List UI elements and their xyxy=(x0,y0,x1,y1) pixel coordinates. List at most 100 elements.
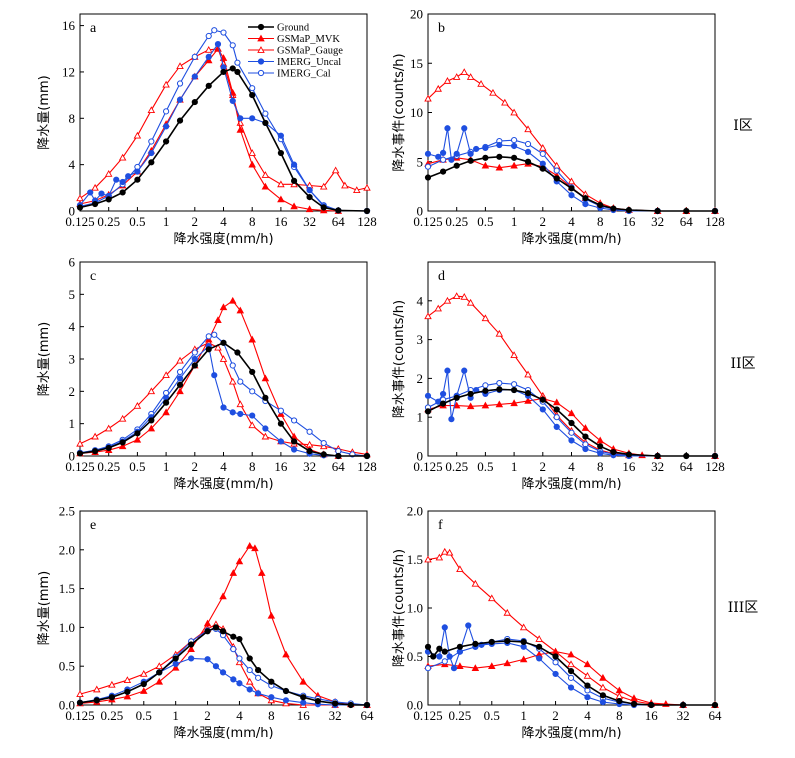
data-point xyxy=(155,662,164,670)
data-point xyxy=(648,701,655,709)
data-point xyxy=(436,645,443,652)
region-label: III区 xyxy=(728,600,759,616)
data-point xyxy=(251,544,259,552)
data-point xyxy=(683,207,690,215)
legend-marker xyxy=(257,69,265,77)
data-point xyxy=(176,375,184,382)
data-point xyxy=(229,65,236,72)
data-point xyxy=(711,452,719,460)
data-point xyxy=(467,390,474,398)
data-point xyxy=(461,125,468,132)
data-point xyxy=(552,670,559,678)
x-tick-label: 0.125 xyxy=(65,708,94,723)
x-tick-label: 4 xyxy=(220,214,227,229)
data-point xyxy=(236,400,245,408)
data-point xyxy=(76,690,84,697)
data-point xyxy=(553,175,560,182)
chart-panel-c: 0.125 0.25 0.5 1 2 4 8 16 32 64 128 0 1 2 3 4 5 6 降水强度(mm/… xyxy=(37,255,377,493)
data-point xyxy=(568,437,575,444)
x-tick-label: 128 xyxy=(357,214,377,229)
data-point xyxy=(597,443,604,450)
data-point xyxy=(467,157,474,164)
data-point xyxy=(229,97,236,105)
x-tick-label: 0.25 xyxy=(445,214,468,229)
data-point xyxy=(188,655,195,662)
data-point xyxy=(584,682,591,689)
chart-panel-a: 0.125 0.25 0.5 1 2 4 8 16 32 64 1280481216降水强度(mm/… xyxy=(37,13,377,247)
data-point xyxy=(104,424,113,432)
x-axis-label: 降水强度(mm/h) xyxy=(173,476,273,492)
data-point xyxy=(134,176,141,183)
data-point xyxy=(119,178,126,186)
x-tick-label: 1 xyxy=(520,708,527,723)
data-point xyxy=(584,694,591,701)
x-tick-label: 2 xyxy=(204,708,211,723)
data-point xyxy=(236,655,243,662)
data-point xyxy=(467,150,474,157)
data-point xyxy=(204,628,211,635)
x-tick-label: 8 xyxy=(597,459,604,474)
data-point xyxy=(488,594,496,602)
data-point xyxy=(118,153,127,161)
data-point xyxy=(187,645,195,652)
data-point xyxy=(539,160,546,167)
data-point xyxy=(331,166,340,174)
data-point xyxy=(119,189,126,196)
data-point xyxy=(481,314,490,322)
data-point xyxy=(163,108,170,115)
legend-label: GSMaP_Gauge xyxy=(277,46,343,57)
x-tick-label: 4 xyxy=(568,459,575,474)
data-point xyxy=(424,150,432,157)
data-point xyxy=(306,428,313,435)
data-point xyxy=(219,669,227,676)
series-line xyxy=(79,545,368,706)
data-point xyxy=(248,160,256,168)
data-point xyxy=(654,207,661,215)
data-point xyxy=(615,686,624,694)
panel-letter: b xyxy=(438,21,445,36)
legend: GroundGSMaP_MVKGSMaP_GaugeIMERG_UncalIME… xyxy=(248,23,343,80)
y-tick-label: 1.5 xyxy=(407,552,423,567)
data-point xyxy=(444,125,451,132)
data-point xyxy=(524,390,532,397)
x-tick-label: 1 xyxy=(511,459,518,474)
x-tick-label: 0.5 xyxy=(477,214,493,229)
x-tick-label: 0.25 xyxy=(101,708,124,723)
data-point xyxy=(125,173,132,180)
data-point xyxy=(567,667,575,675)
chart-panel-e: 0.125 0.25 0.5 1 2 4 8 16 32 64 0.0 0.5 1.0 1.5 2.0 2.5… xyxy=(37,504,374,742)
x-tick-label: 2 xyxy=(540,459,547,474)
y-tick-label: 0.5 xyxy=(407,649,423,664)
x-tick-label: 128 xyxy=(705,214,725,229)
data-point xyxy=(503,659,512,667)
data-point xyxy=(133,435,142,443)
data-point xyxy=(204,56,213,64)
panel-letter: f xyxy=(438,518,443,533)
data-point xyxy=(212,624,220,631)
series-Ground xyxy=(76,339,371,460)
x-tick-label: 0.25 xyxy=(445,459,468,474)
data-point xyxy=(87,189,94,196)
data-point xyxy=(482,382,489,389)
data-point xyxy=(211,331,218,338)
x-tick-label: 0.125 xyxy=(413,708,442,723)
data-point xyxy=(176,62,184,69)
y-tick-label: 0.0 xyxy=(59,698,75,713)
y-tick-label: 6 xyxy=(69,255,76,270)
data-point xyxy=(245,541,254,549)
data-point xyxy=(290,161,298,168)
data-point xyxy=(300,699,307,706)
data-point xyxy=(616,698,623,705)
data-point xyxy=(424,665,432,672)
data-point xyxy=(277,149,284,157)
x-tick-label: 64 xyxy=(680,459,694,474)
x-tick-label: 0.5 xyxy=(136,708,152,723)
data-point xyxy=(439,400,447,407)
data-point xyxy=(519,623,528,631)
panel-letter: d xyxy=(438,269,445,284)
data-point xyxy=(436,653,443,660)
data-point xyxy=(610,205,617,212)
data-point xyxy=(610,449,617,456)
region-label-II: II区 xyxy=(730,356,755,372)
data-point xyxy=(599,683,607,691)
